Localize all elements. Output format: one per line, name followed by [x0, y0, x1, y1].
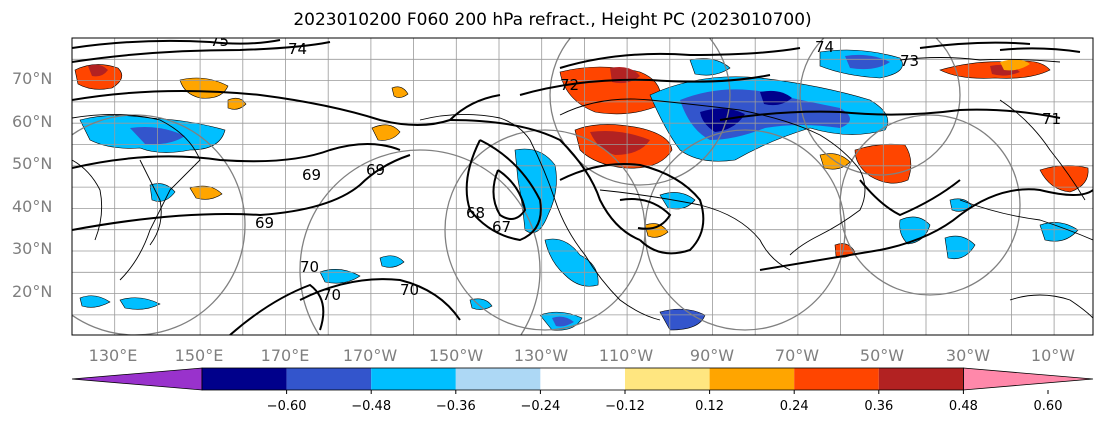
- anomaly-negative-patch: [845, 54, 890, 70]
- anomaly-negative-patch: [119, 297, 161, 310]
- lon-label: 150°W: [429, 346, 484, 365]
- lat-label: 50°N: [12, 154, 52, 173]
- lon-label: 10°W: [1031, 346, 1075, 365]
- colorbar: −0.60 −0.48 −0.36 −0.24 −0.12 0.12 0.24 0.36 0.4…: [71, 367, 1094, 414]
- anomaly-positive-patch: [590, 131, 650, 155]
- lon-label: 170°W: [343, 346, 398, 365]
- anomaly-positive-patch: [1000, 59, 1030, 71]
- lon-label: 130°W: [514, 346, 569, 365]
- longitude-labels: 130°E 150°E 170°E 170°W 150°W 130°W 110°…: [89, 346, 1076, 365]
- colorbar-extend-min: [71, 367, 203, 391]
- colorbar-swatch: [202, 368, 287, 390]
- colorbar-tick-label: −0.36: [436, 399, 476, 414]
- contour-labels: 75 74 72 74 73 71 69 69 69 68 67 70 70 7…: [210, 32, 1061, 304]
- contour-label: 73: [900, 52, 919, 70]
- lat-lon-grid: [72, 38, 1093, 335]
- map-border: [71, 37, 1094, 336]
- contour-label: 70: [322, 286, 341, 304]
- anomaly-positive-patch: [189, 185, 223, 200]
- lat-label: 20°N: [12, 282, 52, 301]
- contour-label: 69: [366, 161, 385, 179]
- colorbar-tick-label: −0.12: [605, 399, 645, 414]
- lon-label: 30°W: [946, 346, 990, 365]
- lon-label: 90°W: [690, 346, 734, 365]
- colorbar-swatch: [709, 368, 795, 390]
- lon-label: 50°W: [860, 346, 904, 365]
- colorbar-tick-label: 0.48: [949, 399, 978, 414]
- lon-label: 110°W: [599, 346, 654, 365]
- contour-label: 70: [300, 258, 319, 276]
- contour-label: 75: [210, 32, 229, 50]
- anomaly-negative-patch: [319, 268, 361, 284]
- map-title: 2023010200 F060 200 hPa refract., Height…: [293, 10, 812, 30]
- lat-label: 60°N: [12, 112, 52, 131]
- colorbar-swatch: [625, 368, 710, 390]
- contour-label: 70: [400, 281, 419, 299]
- anomaly-positive-patch: [88, 64, 108, 77]
- contour-label: 69: [302, 166, 321, 184]
- latitude-labels: 70°N 60°N 50°N 40°N 30°N 20°N: [12, 69, 52, 301]
- contour-label: 67: [492, 218, 511, 236]
- colorbar-swatch: [878, 368, 964, 390]
- colorbar-border: [201, 367, 964, 391]
- anomaly-positive-patch: [644, 223, 669, 238]
- colorbar-tick-label: 0.24: [780, 399, 809, 414]
- colorbar-swatch: [371, 368, 456, 390]
- anomaly-positive-patch: [74, 64, 123, 90]
- lat-label: 30°N: [12, 239, 52, 258]
- anomaly-negative-patch: [79, 295, 111, 308]
- height-contours: [72, 39, 1093, 335]
- anomaly-negative-patch: [689, 58, 731, 76]
- contour-label: 72: [560, 76, 579, 94]
- colorbar-swatch: [455, 368, 541, 390]
- anomaly-negative-patch: [379, 255, 405, 268]
- lat-label: 70°N: [12, 69, 52, 88]
- colorbar-extend-max: [963, 367, 1094, 391]
- lon-label: 130°E: [89, 346, 138, 365]
- contour-label: 69: [255, 214, 274, 232]
- colorbar-tick-label: 0.60: [1034, 399, 1063, 414]
- colorbar-tick-label: 0.36: [864, 399, 893, 414]
- anomaly-negative-patch: [149, 183, 176, 202]
- anomaly-positive-patch: [227, 97, 247, 110]
- anomaly-positive-patch: [371, 124, 401, 141]
- colorbar-tick-label: −0.24: [520, 399, 560, 414]
- contour-label: 71: [1042, 110, 1061, 128]
- coastlines: [72, 57, 1093, 321]
- colorbar-swatch: [540, 368, 625, 390]
- colorbar-swatch: [794, 368, 879, 390]
- contour-label: 68: [466, 204, 485, 222]
- contour-label: 74: [815, 38, 834, 56]
- lon-label: 150°E: [175, 346, 224, 365]
- anomaly-negative-patch: [944, 235, 976, 259]
- lon-label: 170°E: [261, 346, 310, 365]
- colorbar-tick-label: 0.12: [695, 399, 724, 414]
- anomaly-negative-patch: [552, 316, 574, 327]
- colorbar-swatch: [286, 368, 372, 390]
- colorbar-tick-label: −0.48: [351, 399, 391, 414]
- range-circles: [72, 38, 1021, 335]
- lat-label: 40°N: [12, 197, 52, 216]
- contour-label: 74: [288, 40, 307, 58]
- anomaly-positive-patch: [391, 86, 409, 98]
- lon-label: 70°W: [775, 346, 819, 365]
- colorbar-tick-label: −0.60: [267, 399, 307, 414]
